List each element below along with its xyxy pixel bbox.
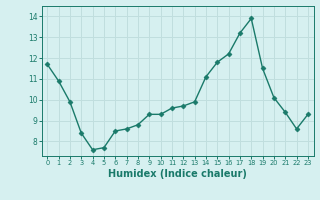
X-axis label: Humidex (Indice chaleur): Humidex (Indice chaleur) xyxy=(108,169,247,179)
